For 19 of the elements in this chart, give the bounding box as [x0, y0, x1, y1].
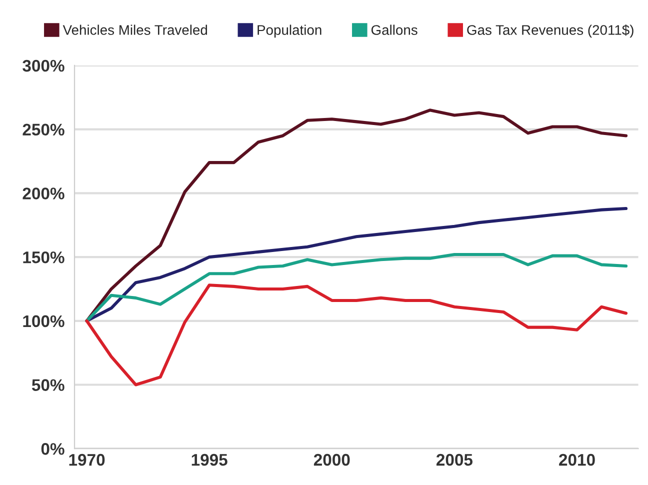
y-tick-label: 300%	[22, 60, 64, 72]
y-tick-label: 0%	[41, 443, 64, 455]
y-tick-label: 150%	[23, 251, 64, 264]
x-tick-label: 1970	[69, 454, 105, 466]
legend-label: Gas Tax Revenues (2011$)	[467, 24, 634, 38]
legend-label: Population	[258, 24, 322, 38]
y-tick-label: 50%	[32, 379, 64, 391]
legend-label: Gallons	[371, 24, 418, 35]
x-tick-label: 2000	[314, 454, 350, 466]
line-series	[85, 108, 628, 322]
y-tick-label: 250%	[22, 124, 64, 136]
x-tick-label: 2010	[559, 454, 595, 466]
x-tick-label: 1995	[192, 454, 228, 466]
legend-label: Vehicles Miles Traveled	[62, 24, 208, 35]
y-tick-label: 200%	[22, 188, 64, 200]
line-series	[85, 284, 628, 386]
y-tick-label: 100%	[23, 315, 64, 328]
x-tick-label: 2005	[436, 454, 473, 466]
line-series	[85, 252, 628, 322]
